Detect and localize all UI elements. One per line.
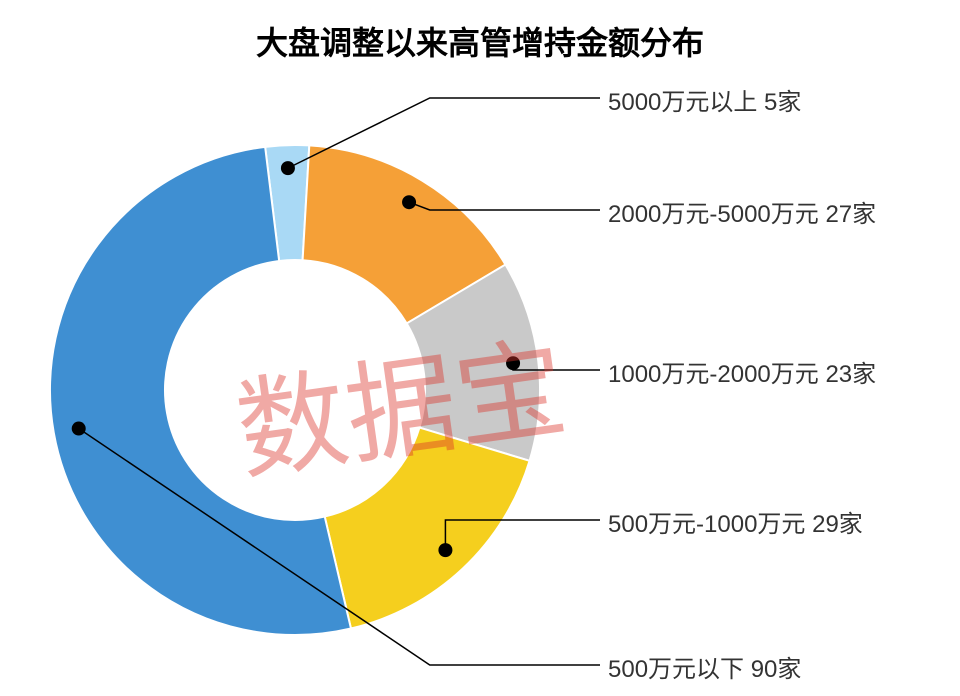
segment-label-2000_5000: 2000万元-5000万元 27家 — [608, 194, 876, 229]
donut-chart — [0, 0, 960, 696]
segment-label-over5000: 5000万元以上 5家 — [608, 82, 801, 117]
donut-segment-500_1000 — [325, 428, 530, 629]
segment-label-1000_2000: 1000万元-2000万元 23家 — [608, 354, 876, 389]
segment-label-under500: 500万元以下 90家 — [608, 649, 801, 684]
segment-label-500_1000: 500万元-1000万元 29家 — [608, 504, 863, 539]
